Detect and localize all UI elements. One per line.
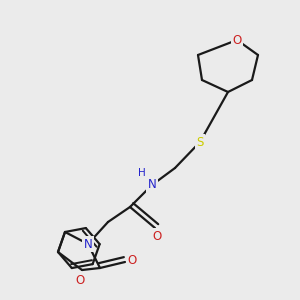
Text: O: O [232,34,242,46]
Text: O: O [128,254,136,266]
Text: S: S [196,136,204,148]
Text: H: H [138,168,146,178]
Text: O: O [152,230,162,242]
Text: N: N [84,238,92,250]
Text: O: O [75,274,85,286]
Text: N: N [148,178,156,191]
